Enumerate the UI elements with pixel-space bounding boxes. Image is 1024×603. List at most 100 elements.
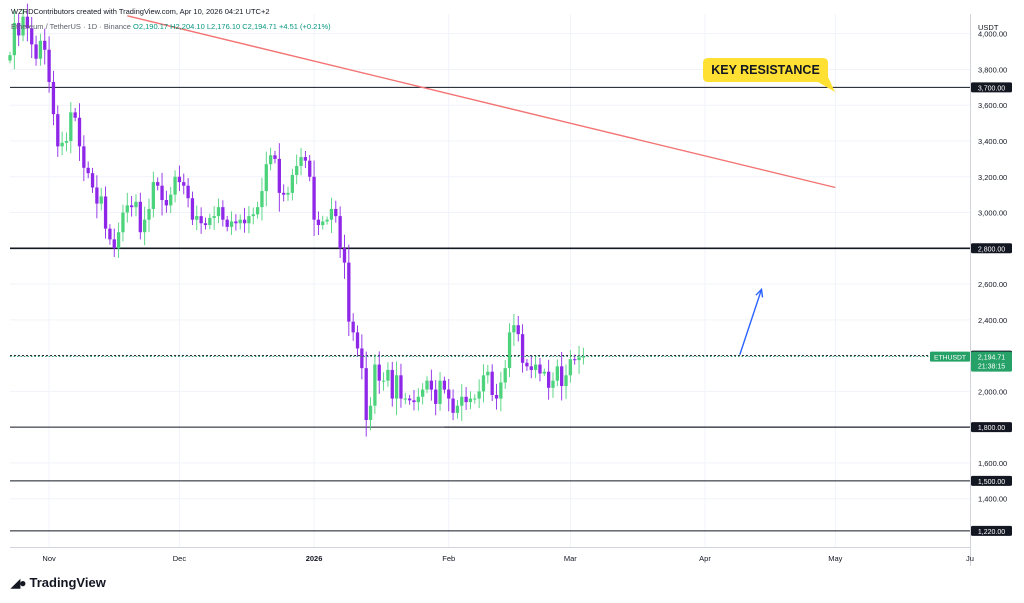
candle-body [421, 389, 425, 397]
candle-body [238, 219, 242, 224]
candle-body [312, 176, 316, 220]
candle-body [434, 389, 438, 404]
arrow-head [755, 287, 764, 298]
level-label: 1,800.00 [978, 425, 1005, 432]
symbol-name[interactable]: Ethereum / TetherUS · 1D · Binance [11, 22, 131, 31]
candle-body [138, 201, 142, 233]
candle-body [360, 348, 364, 369]
candle-body [151, 182, 155, 209]
candle-body [399, 375, 403, 399]
candle-body [34, 44, 38, 59]
candle-body [486, 371, 490, 376]
candle-body [125, 205, 129, 213]
candle-body [77, 117, 82, 147]
candle-body [507, 332, 512, 369]
candle-body [282, 192, 286, 195]
level-label: 1,500.00 [978, 479, 1005, 486]
candle-body [381, 380, 386, 382]
candle-body [494, 394, 499, 399]
key-resistance-annotation[interactable]: KEY RESISTANCE [703, 58, 835, 92]
candle-body [460, 396, 464, 406]
candle-body [355, 332, 360, 349]
candle-body [199, 216, 203, 224]
price-tick-label: 2,000.00 [978, 387, 1007, 396]
candle-body [164, 200, 169, 206]
candle-body [169, 194, 173, 206]
candle-body [520, 334, 525, 363]
candle-body [264, 164, 268, 192]
price-axis: 1,400.001,600.001,800.002,000.002,200.00… [978, 30, 1007, 504]
level-label-box [971, 475, 1012, 486]
candle-body [564, 375, 568, 387]
candle-body [143, 219, 147, 233]
current-price-value: 2,194.71 [978, 355, 1005, 362]
candle-body [182, 182, 186, 186]
candle-body [481, 375, 486, 392]
symbol-tag-label: ETHUSDT [934, 355, 966, 362]
time-tick-label: Ju [966, 554, 974, 563]
level-label-box [971, 243, 1012, 254]
candle-body [321, 221, 325, 226]
candle-body [394, 375, 399, 399]
time-tick-label: Nov [42, 554, 56, 563]
level-label: 3,700.00 [978, 85, 1005, 92]
candle-body [512, 325, 516, 333]
candle-body [69, 112, 73, 141]
candle-body [295, 166, 299, 175]
candle-body [386, 369, 390, 381]
candle-body [364, 368, 368, 421]
candle-body [403, 398, 407, 400]
candle-body [447, 389, 451, 399]
candle-body [477, 391, 481, 399]
candle-body [260, 191, 264, 208]
time-tick-label: 2026 [306, 554, 323, 563]
candle-body [442, 380, 447, 390]
candle-body [438, 380, 442, 404]
candle-body [225, 219, 229, 227]
candle-body [216, 207, 221, 217]
candle-body [112, 239, 116, 249]
level-label-box [971, 82, 1012, 93]
candle-body [147, 208, 151, 220]
candle-body [351, 321, 355, 333]
candle-body [577, 357, 581, 361]
tradingview-logo[interactable]: ◢● TradingView [11, 575, 106, 590]
candle-body [329, 208, 334, 220]
candle-body [390, 369, 394, 399]
price-tick-label: 3,400.00 [978, 137, 1007, 146]
candle-body [90, 173, 95, 188]
current-price-tag: ETHUSDT 2,194.71 21:38:15 [10, 351, 1012, 372]
time-tick-label: Feb [442, 554, 455, 563]
candle-body [338, 216, 342, 249]
candle-body [242, 219, 247, 224]
time-axis: Nov Dec 2026 Feb Mar Apr May Ju [42, 554, 974, 563]
level-label: 1,220.00 [978, 529, 1005, 536]
candle-body [134, 201, 138, 208]
candle-body [203, 223, 208, 226]
candle-body [12, 22, 16, 56]
arrow-shaft [739, 289, 763, 355]
candle-body [190, 198, 195, 220]
candle-body [95, 187, 99, 204]
candle-body [334, 208, 338, 217]
symbol-legend[interactable]: Ethereum / TetherUS · 1D · Binance O2,19… [11, 22, 331, 31]
candle-body [38, 40, 43, 59]
time-tick-label: May [828, 554, 842, 563]
candle-body [21, 16, 25, 36]
breakout-arrow[interactable] [739, 287, 764, 355]
price-tick-label: 1,600.00 [978, 459, 1007, 468]
candle-body [51, 81, 56, 115]
horizontal-levels [10, 86, 970, 532]
level-label-box [971, 525, 1012, 536]
candle-body [368, 405, 373, 421]
price-tick-label: 3,800.00 [978, 65, 1007, 74]
candle-body [560, 366, 564, 387]
candle-body [251, 214, 255, 217]
candle-body [503, 368, 507, 383]
candle-body [47, 49, 51, 82]
candle-body [299, 157, 303, 167]
candle-body [455, 405, 460, 413]
time-tick-label: Dec [173, 554, 187, 563]
descending-trendline[interactable] [127, 15, 836, 189]
